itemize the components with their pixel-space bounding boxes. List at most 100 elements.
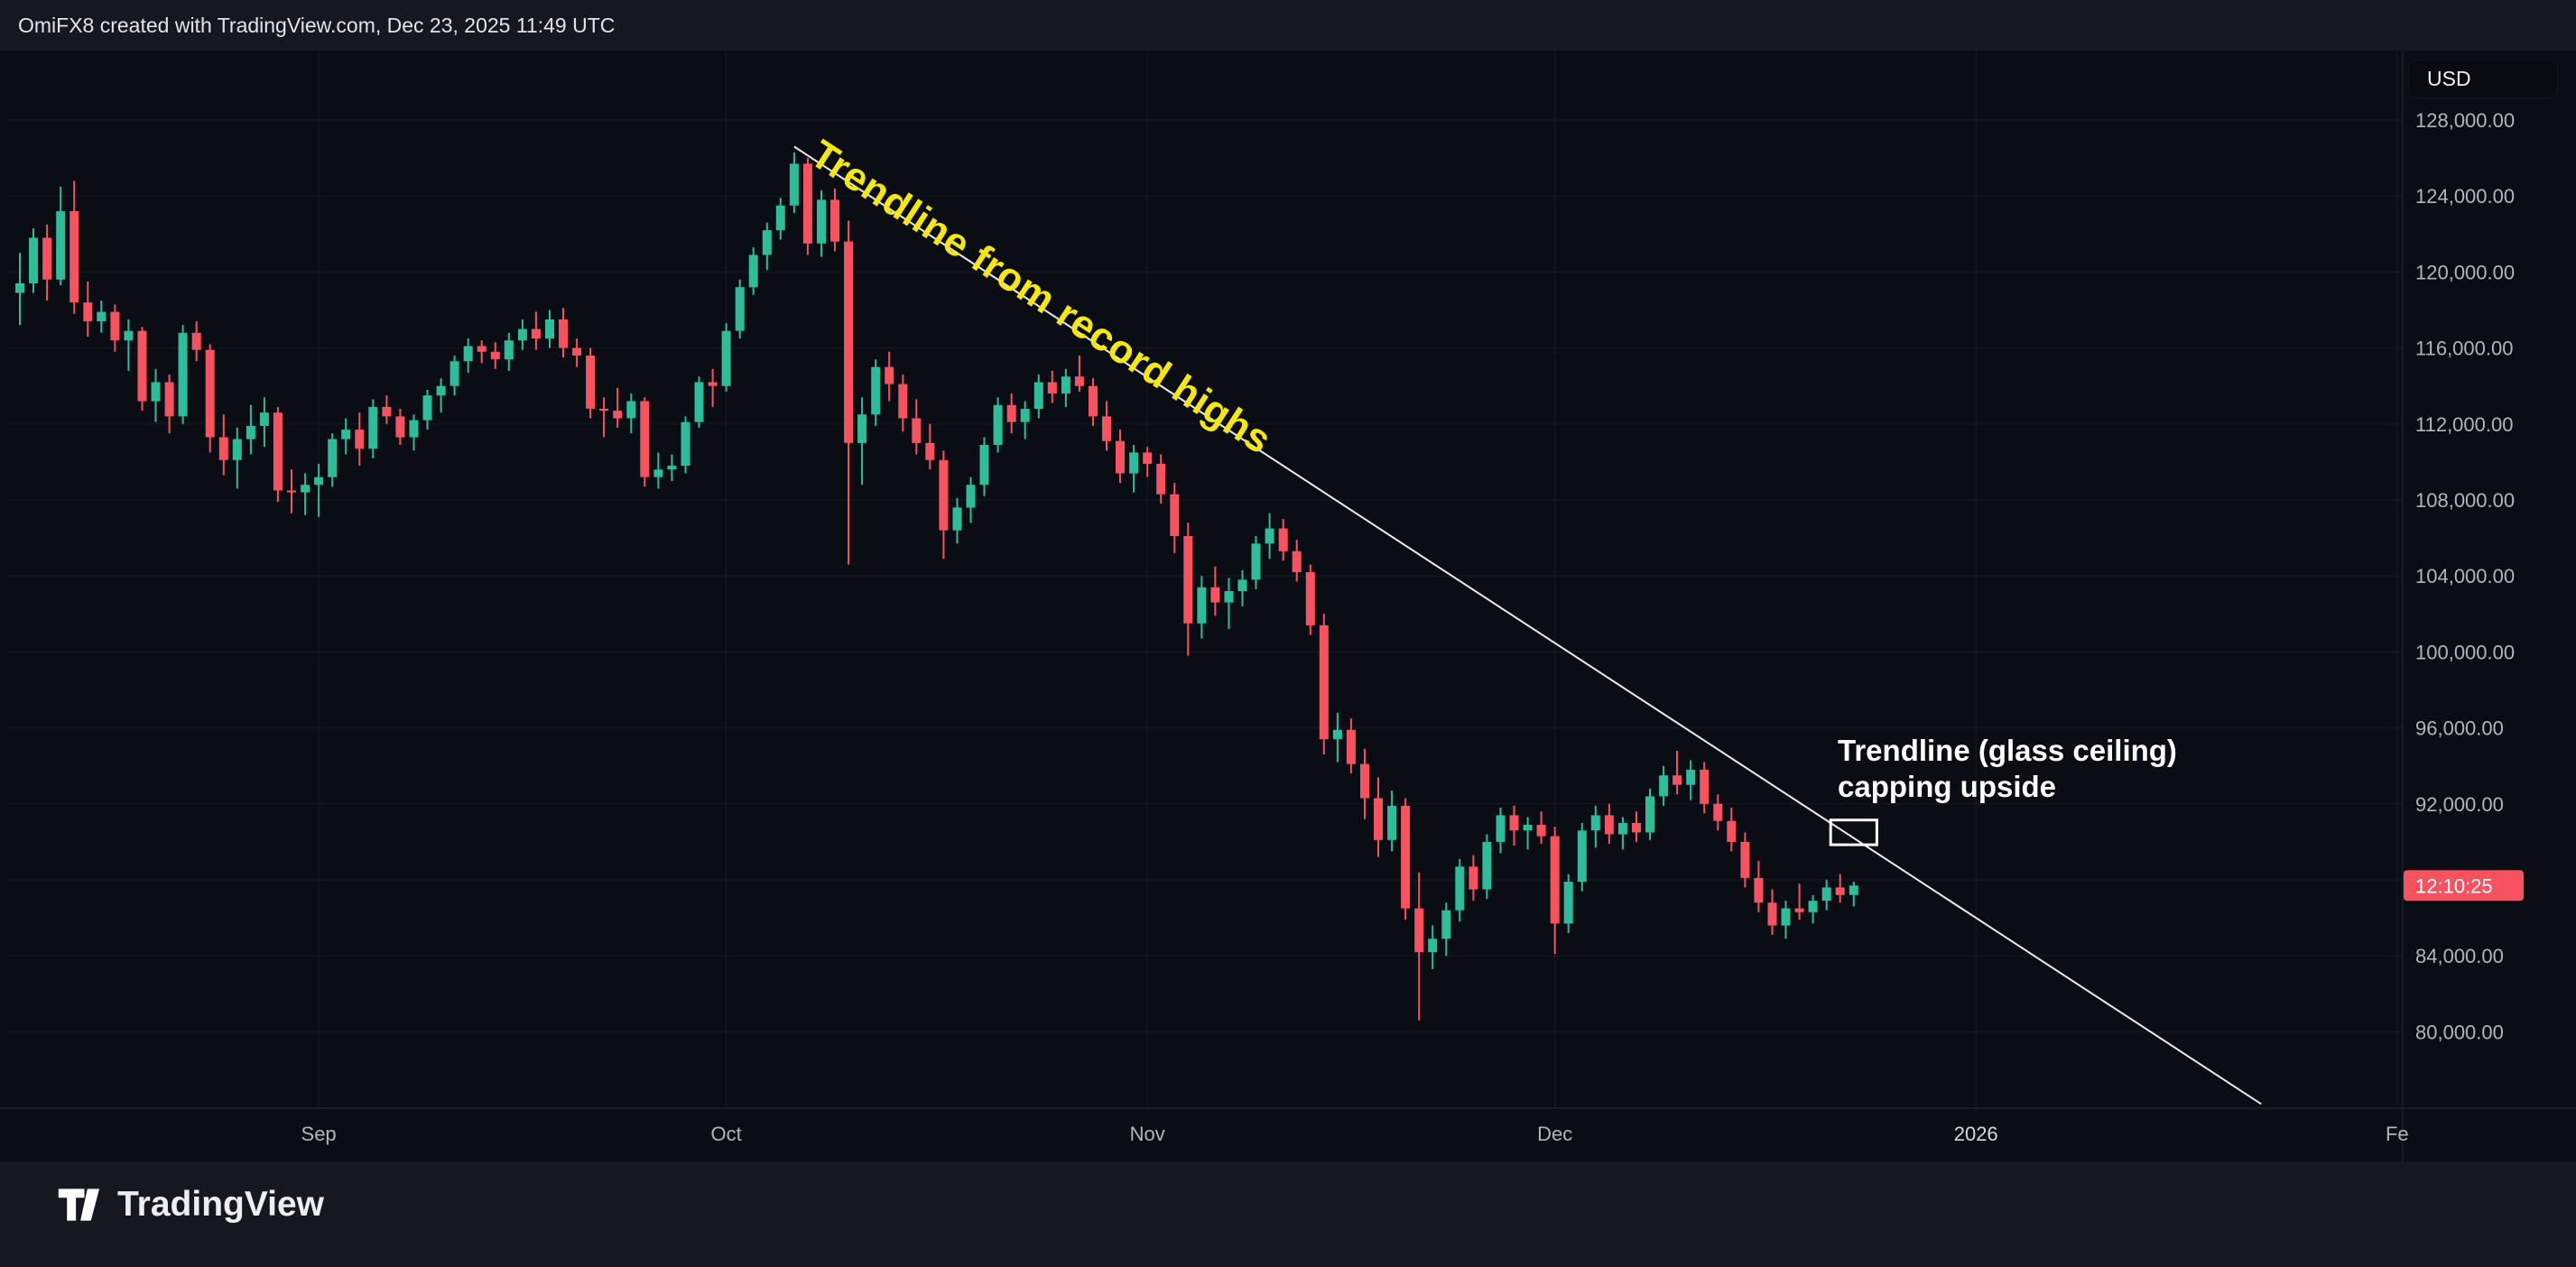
candle [1781,901,1791,939]
candle [1061,368,1070,407]
candle [1496,808,1506,854]
candle [925,423,935,470]
candle [1401,798,1411,920]
candle [246,404,255,455]
price-axis-label: 104,000.00 [2415,565,2515,587]
candle [1089,378,1098,426]
candle [626,393,636,434]
currency-selector-button[interactable]: USD [2408,60,2558,98]
top-bar: OmiFX8 created with TradingView.com, Dec… [0,0,2576,51]
price-axis-label: 100,000.00 [2415,641,2515,663]
candle [1767,889,1777,935]
candle [871,359,881,426]
candle [775,198,785,240]
candle [1319,614,1329,755]
ceiling-annotation-line1: Trendline (glass ceiling) [1838,734,2177,767]
candle [259,397,269,448]
candle [15,253,24,326]
descending-trendline [793,145,2262,1105]
time-axis[interactable]: Sep Oct Nov Dec 2026 Fe [301,1123,2409,1145]
candle [531,311,541,350]
candle [1794,883,1804,920]
candle [463,338,473,373]
candle [1102,401,1111,451]
candle [1686,760,1696,800]
candle [912,399,922,455]
candle [29,228,38,293]
candle [735,279,745,339]
price-axis-label: 80,000.00 [2415,1021,2504,1043]
candle [232,428,242,489]
candle [1808,894,1818,924]
candle [1536,811,1546,844]
ceiling-annotation-label: Trendline (glass ceiling) capping upside [1838,733,2177,805]
vertical-gridlines [318,51,2398,1108]
candle [789,152,799,214]
candle [436,378,446,413]
candle [1740,832,1750,888]
price-axis[interactable]: 128,000.00 124,000.00 120,000.00 116,000.00… [2415,109,2515,1043]
candle [993,397,1003,453]
candle [1224,578,1234,630]
time-axis-label: Dec [1537,1123,1572,1145]
candle [1292,540,1302,582]
candle [1482,834,1492,900]
time-axis-label: Oct [710,1123,741,1145]
candle [1197,576,1207,639]
candle [422,389,432,430]
time-axis-label: Sep [301,1123,337,1145]
svg-text:12:10:25: 12:10:25 [2415,874,2493,897]
time-axis-label: Nov [1130,1123,1165,1145]
candle [1143,447,1153,477]
candle [1469,855,1478,902]
candle [341,418,351,455]
candle [952,497,962,544]
candle [802,158,812,255]
tradingview-logo[interactable]: TradingView [56,1185,324,1225]
candle [966,476,976,523]
horizontal-gridlines [7,119,2403,1032]
ceiling-annotation-line2: capping upside [1838,770,2057,803]
candle [599,397,609,438]
tradingview-logo-icon [58,1188,100,1221]
candle [653,452,663,489]
candle [1129,445,1139,493]
attribution-text: OmiFX8 created with TradingView.com, Dec… [18,13,616,37]
candle [1183,523,1193,656]
candle [939,450,949,560]
candle [1523,817,1533,850]
candle [164,375,174,434]
candle [1346,718,1356,774]
price-axis-label: 108,000.00 [2415,489,2515,512]
candle [1332,712,1342,763]
candle [979,437,989,496]
candle [218,414,228,476]
price-axis-label: 120,000.00 [2415,261,2515,283]
candle [559,308,568,358]
candle [287,469,296,513]
candle [885,351,894,402]
candle [1577,822,1587,892]
candlestick-series [15,152,1858,1021]
candle [1590,805,1600,848]
candle [1754,861,1764,912]
candle [191,321,201,362]
candle [545,310,554,348]
candle [1020,401,1030,439]
candle [1673,750,1682,795]
candle [1074,356,1084,392]
candle [1604,803,1614,844]
countdown-label: 12:10:25 [2404,870,2524,902]
price-axis-label: 124,000.00 [2415,185,2515,208]
candle [110,304,120,352]
price-axis-label: 96,000.00 [2415,717,2504,740]
candle [1305,564,1315,635]
candle [449,356,459,396]
candle [1509,805,1519,846]
candle [762,222,772,271]
candle [1251,536,1261,589]
candle [1428,925,1438,969]
candle [1237,569,1247,606]
candle [694,376,704,428]
